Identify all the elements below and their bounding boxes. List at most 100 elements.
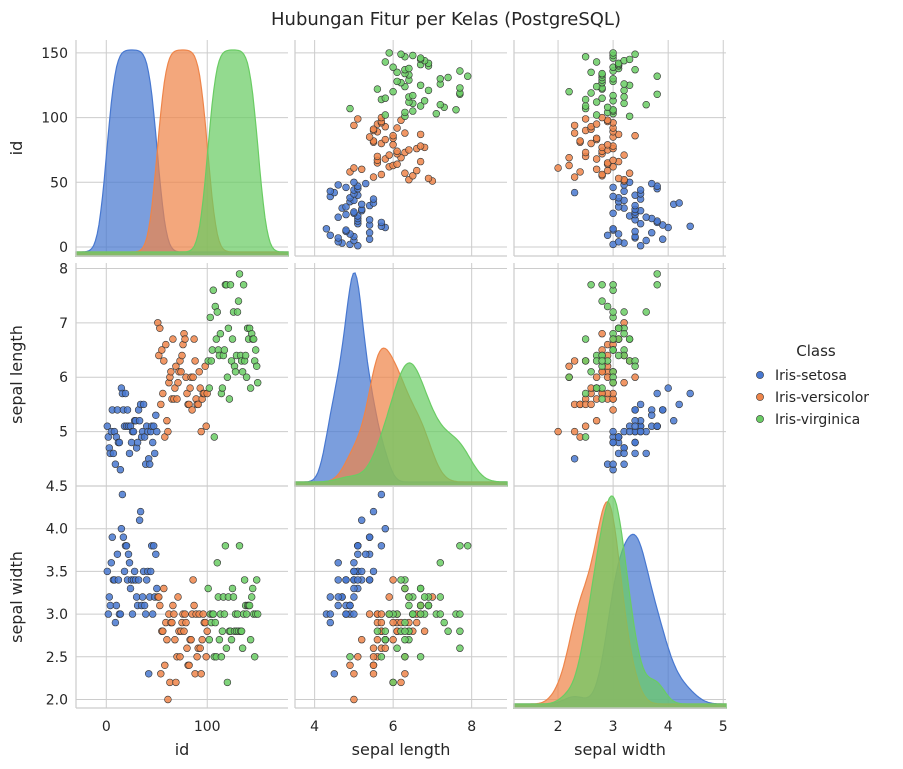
point-Iris-setosa	[342, 610, 350, 618]
point-Iris-setosa	[138, 593, 147, 601]
point-Iris-versicolor	[385, 151, 393, 159]
point-Iris-versicolor	[576, 168, 584, 176]
point-Iris-versicolor	[163, 417, 171, 425]
x-tick-label: 8	[467, 719, 476, 735]
point-Iris-setosa	[140, 601, 149, 610]
point-Iris-versicolor	[576, 137, 584, 145]
point-Iris-setosa	[135, 417, 144, 425]
point-Iris-virginica	[252, 346, 260, 354]
point-Iris-versicolor	[198, 635, 206, 644]
point-Iris-virginica	[254, 379, 262, 387]
point-Iris-versicolor	[155, 593, 163, 601]
point-Iris-virginica	[620, 99, 628, 108]
point-Iris-versicolor	[183, 644, 191, 652]
point-Iris-setosa	[377, 218, 386, 227]
point-Iris-virginica	[609, 335, 617, 343]
point-Iris-virginica	[620, 308, 628, 316]
panel-sw-vs-sw: 2 3 4 5 sepal width	[513, 485, 728, 759]
kde-Iris-virginica	[75, 49, 289, 257]
y-tick-label: 50	[50, 175, 68, 191]
point-Iris-versicolor	[159, 627, 167, 635]
point-Iris-setosa	[362, 179, 370, 188]
point-Iris-virginica	[242, 373, 251, 381]
point-Iris-versicolor	[413, 618, 421, 627]
point-Iris-virginica	[373, 85, 382, 93]
point-Iris-setosa	[642, 236, 650, 245]
point-Iris-setosa	[377, 490, 386, 499]
point-Iris-virginica	[598, 395, 606, 403]
point-Iris-virginica	[222, 644, 231, 652]
point-Iris-setosa	[153, 584, 161, 593]
point-Iris-setosa	[620, 187, 628, 196]
point-Iris-setosa	[136, 507, 145, 516]
point-Iris-setosa	[342, 576, 350, 584]
point-Iris-versicolor	[202, 422, 210, 430]
point-Iris-setosa	[570, 188, 579, 197]
point-Iris-virginica	[228, 584, 237, 593]
point-Iris-versicolor	[620, 151, 628, 159]
point-Iris-versicolor	[168, 618, 176, 627]
point-Iris-versicolor	[180, 627, 188, 635]
point-Iris-versicolor	[424, 174, 433, 183]
point-Iris-setosa	[151, 449, 159, 458]
point-Iris-virginica	[234, 297, 243, 305]
panel-id-vs-sw	[513, 40, 726, 257]
point-Iris-versicolor	[592, 134, 601, 143]
point-Iris-versicolor	[167, 368, 175, 376]
point-Iris-virginica	[223, 678, 232, 687]
point-Iris-versicolor	[401, 129, 409, 137]
point-Iris-virginica	[218, 384, 227, 392]
point-Iris-virginica	[217, 653, 226, 661]
point-Iris-virginica	[592, 384, 601, 392]
y-tick-label: 2.5	[46, 650, 68, 666]
point-Iris-versicolor	[389, 132, 397, 140]
point-Iris-versicolor	[157, 670, 165, 678]
point-Iris-setosa	[334, 601, 342, 610]
point-Iris-virginica	[224, 324, 233, 332]
point-Iris-versicolor	[389, 576, 397, 584]
point-Iris-setosa	[133, 438, 142, 447]
point-Iris-virginica	[393, 644, 401, 652]
point-Iris-versicolor	[193, 653, 201, 661]
point-Iris-virginica	[237, 627, 246, 635]
point-Iris-virginica	[436, 593, 444, 601]
point-Iris-versicolor	[354, 115, 362, 123]
point-Iris-versicolor	[190, 601, 198, 610]
point-Iris-versicolor	[197, 427, 205, 436]
point-Iris-versicolor	[369, 670, 378, 678]
x-axis-label: id	[175, 740, 190, 759]
x-tick-label: 6	[389, 719, 398, 735]
point-Iris-setosa	[631, 438, 639, 447]
y-axis-label: id	[7, 141, 26, 156]
point-Iris-versicolor	[409, 172, 417, 180]
point-Iris-virginica	[625, 335, 634, 343]
point-Iris-setosa	[108, 533, 117, 541]
point-Iris-virginica	[565, 87, 573, 96]
point-Iris-setosa	[322, 225, 331, 233]
point-Iris-versicolor	[158, 346, 166, 354]
point-Iris-setosa	[636, 220, 645, 228]
point-Iris-virginica	[218, 627, 227, 635]
point-Iris-versicolor	[350, 121, 358, 130]
point-Iris-virginica	[233, 610, 242, 618]
point-Iris-virginica	[592, 58, 601, 66]
point-Iris-virginica	[620, 80, 628, 88]
point-Iris-versicolor	[162, 340, 170, 349]
point-Iris-versicolor	[346, 661, 354, 669]
point-Iris-versicolor	[191, 670, 199, 678]
point-Iris-virginica	[444, 73, 452, 82]
point-Iris-virginica	[409, 51, 417, 60]
point-Iris-virginica	[401, 584, 409, 593]
point-Iris-virginica	[226, 281, 235, 289]
point-Iris-virginica	[212, 335, 221, 343]
point-Iris-virginica	[405, 601, 413, 610]
point-Iris-versicolor	[416, 157, 425, 166]
point-Iris-setosa	[127, 438, 136, 447]
point-Iris-versicolor	[592, 417, 601, 425]
point-Iris-setosa	[350, 178, 358, 187]
point-Iris-versicolor	[598, 330, 606, 338]
point-Iris-setosa	[350, 584, 358, 593]
point-Iris-virginica	[240, 576, 249, 584]
point-Iris-versicolor	[373, 635, 382, 644]
